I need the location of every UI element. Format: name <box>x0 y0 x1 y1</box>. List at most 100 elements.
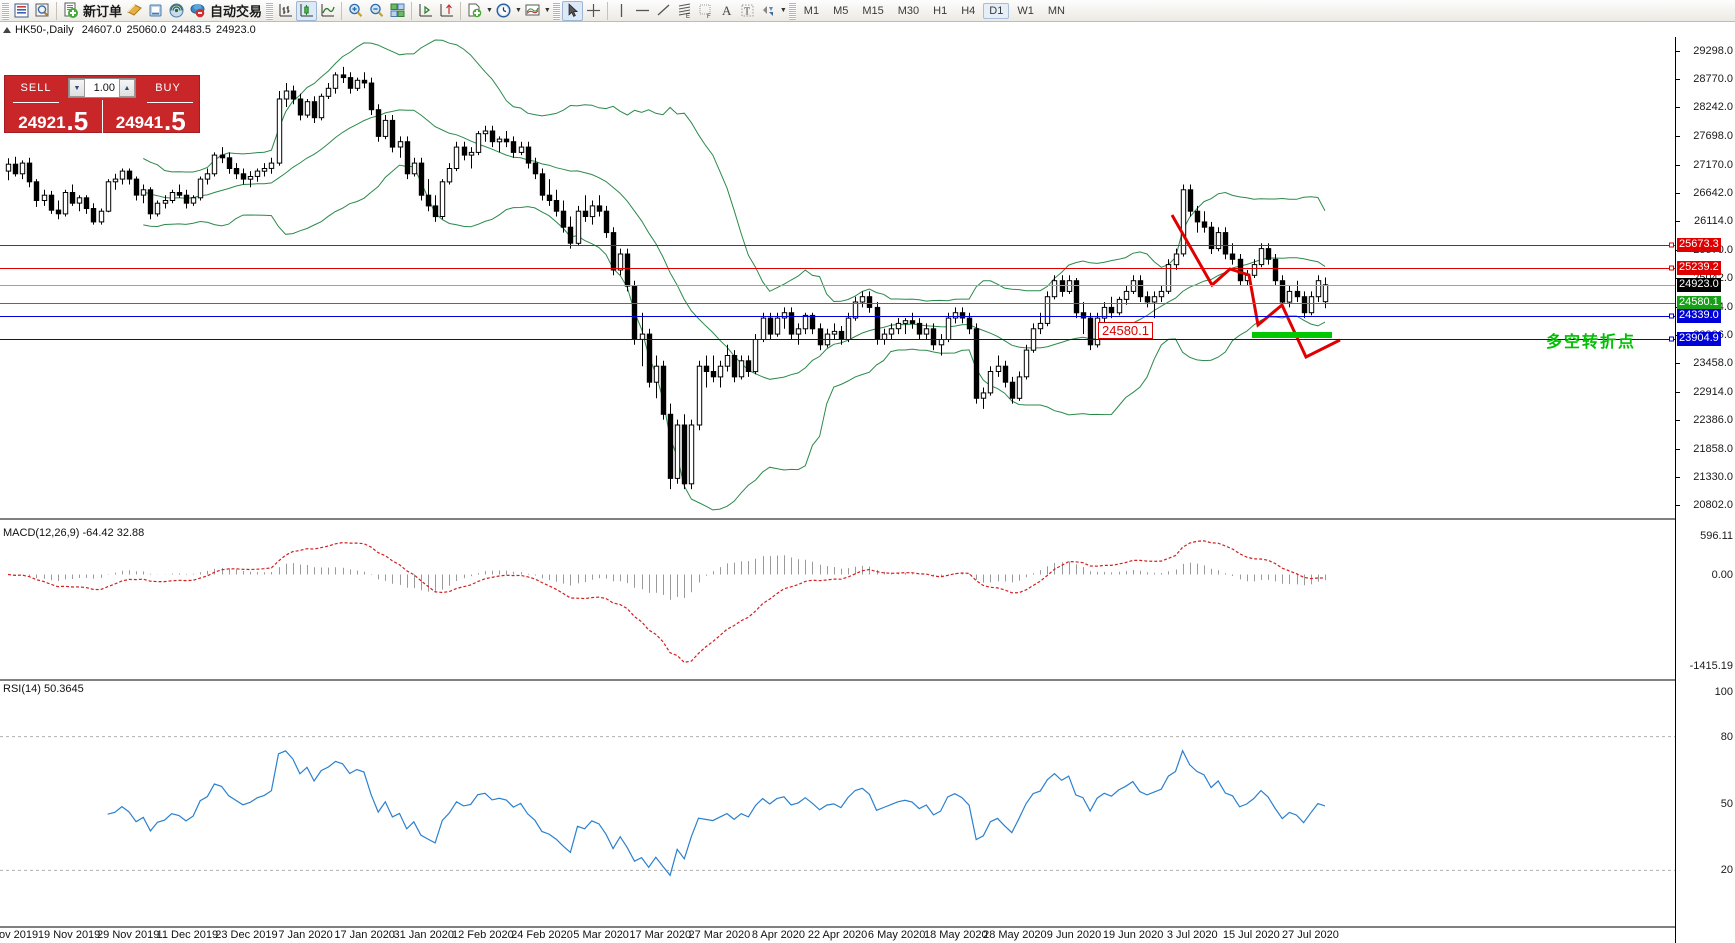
price-level-line-25673.3[interactable] <box>0 244 1675 246</box>
price-axis-tick <box>1676 192 1680 194</box>
timeframe-h1[interactable]: H1 <box>933 4 948 17</box>
timeframe-m15[interactable]: M15 <box>862 4 884 17</box>
price-level-line-24923[interactable] <box>0 284 1675 286</box>
crosshair-icon[interactable] <box>583 1 604 21</box>
strategy-tester-icon[interactable] <box>124 1 145 21</box>
price-tag-resistance[interactable]: 25673.3 <box>1677 237 1721 252</box>
price-tag-last-price[interactable]: 24923.0 <box>1677 277 1721 292</box>
toolbar-grip-2[interactable] <box>266 1 274 20</box>
zoom-out-icon[interactable] <box>366 1 387 21</box>
timeframe-h4[interactable]: H4 <box>961 4 976 17</box>
symbol-info-bar: HK50-,Daily 24607.0 25060.0 24483.5 2492… <box>0 23 256 37</box>
autotrading-label[interactable]: 自动交易 <box>210 4 263 19</box>
timeframe-m30[interactable]: M30 <box>897 4 920 17</box>
tile-windows-icon[interactable] <box>387 1 408 21</box>
text-label-icon[interactable]: T <box>737 1 758 21</box>
buy-button[interactable]: BUY <box>155 82 181 94</box>
indicators-dropdown-arrow[interactable]: ▼ <box>543 7 551 14</box>
templates-dropdown-arrow[interactable]: ▼ <box>486 7 493 14</box>
macd-axis-label: -1415.19 <box>1689 660 1733 673</box>
new-order-icon[interactable] <box>60 1 81 21</box>
trendline-icon[interactable] <box>653 1 674 21</box>
timeframe-group: M1 M5 M15 M30 H1 H4 D1 W1 MN <box>798 2 1071 19</box>
sell-button[interactable]: SELL <box>20 82 52 94</box>
bar-chart-icon[interactable] <box>275 1 296 21</box>
cursor-icon[interactable] <box>561 0 583 21</box>
price-axis-label: 26114.0 <box>1694 215 1733 228</box>
date-axis-label: 19 Jun 2020 <box>1102 929 1164 941</box>
sell-underline <box>13 102 59 103</box>
price-level-line-24339[interactable] <box>0 315 1675 317</box>
fibonacci-icon[interactable]: E <box>674 1 695 21</box>
zoom-in-icon[interactable] <box>345 1 366 21</box>
indicators-icon[interactable] <box>522 1 543 21</box>
timeframe-m1[interactable]: M1 <box>803 4 820 17</box>
timeframe-mn[interactable]: MN <box>1047 4 1065 17</box>
equidistant-channel-icon[interactable]: F <box>695 1 716 21</box>
macd-label: MACD(12,26,9) -64.42 32.88 <box>3 527 145 539</box>
sell-price-integer: 24921 <box>18 113 66 132</box>
text-icon[interactable]: A <box>716 1 737 21</box>
line-chart-icon[interactable] <box>317 1 338 21</box>
price-axis-label: 26642.0 <box>1693 186 1733 199</box>
price-tag-support[interactable]: 23904.9 <box>1677 332 1721 347</box>
volume-value[interactable]: 1.00 <box>93 82 115 94</box>
price-axis-label: 28770.0 <box>1693 73 1733 86</box>
timeframe-w1[interactable]: W1 <box>1017 4 1034 17</box>
timeframe-d1[interactable]: D1 <box>983 2 1010 19</box>
horizontal-line-icon[interactable] <box>632 1 653 21</box>
volume-increase-button[interactable]: ▲ <box>119 79 135 97</box>
price-level-handle[interactable] <box>1669 313 1674 319</box>
date-axis-label: 31 Jan 2020 <box>393 929 455 941</box>
volume-decrease-button[interactable]: ▼ <box>69 79 85 97</box>
date-axis-label: 22 Apr 2020 <box>807 929 868 941</box>
price-level-handle[interactable] <box>1669 336 1674 342</box>
price-level-line-25239.2[interactable] <box>0 267 1675 269</box>
new-order-label[interactable]: 新订单 <box>83 4 123 19</box>
toolbar-grip-4[interactable] <box>788 1 796 20</box>
price-tag-pivot[interactable]: 24580.1 <box>1677 296 1721 311</box>
buy-price-integer: 24941 <box>115 113 164 132</box>
rsi-axis-label: 80 <box>1720 730 1733 743</box>
toolbar-grip[interactable] <box>2 1 9 20</box>
data-window-icon[interactable] <box>32 1 53 21</box>
chart-annotation-text[interactable]: 多空转折点 <box>1546 334 1637 351</box>
price-level-line-24580.1[interactable] <box>0 303 1675 305</box>
period-icon[interactable] <box>493 1 514 21</box>
rsi-axis-label: 100 <box>1714 686 1733 698</box>
sell-price[interactable]: 24921 .5 <box>5 100 102 134</box>
price-tag-label[interactable]: 24580.1 <box>1098 322 1153 339</box>
market-watch-icon[interactable] <box>11 1 32 21</box>
toolbar-grip-3[interactable] <box>552 1 560 20</box>
price-axis[interactable]: 29298.0 28770.0 28242.0 27698.0 27170.0 26642… <box>1675 37 1735 943</box>
chart-canvas[interactable]: SELL ▼ 1.00 ▲ BUY 24921 .5 24941 .5 多空转折… <box>0 37 1735 943</box>
price-level-handle[interactable] <box>1669 242 1674 248</box>
price-level-handle[interactable] <box>1669 265 1674 271</box>
rsi-axis-label: 20 <box>1720 864 1733 877</box>
autotrading-icon[interactable] <box>187 1 208 21</box>
price-axis-tick <box>1676 476 1680 478</box>
signals-icon[interactable] <box>166 1 187 21</box>
rsi-label: RSI(14) 50.3645 <box>3 683 84 695</box>
price-level-line-23904.9[interactable] <box>0 339 1675 341</box>
buy-price[interactable]: 24941 .5 <box>103 100 200 134</box>
vertical-line-icon[interactable] <box>611 1 632 21</box>
date-axis-label: 29 Nov 2019 <box>97 929 160 941</box>
price-tag-resistance[interactable]: 25239.2 <box>1677 260 1721 275</box>
shift-end-icon[interactable] <box>415 1 436 21</box>
price-tag-support[interactable]: 24339.0 <box>1677 308 1721 323</box>
price-axis-tick <box>1676 221 1680 223</box>
templates-icon[interactable] <box>464 1 485 21</box>
expert-advisors-icon[interactable] <box>145 1 166 21</box>
shapes-icon[interactable] <box>758 1 779 21</box>
candlestick-chart-icon[interactable] <box>296 0 318 21</box>
shapes-dropdown-arrow[interactable]: ▼ <box>779 7 787 14</box>
period-dropdown-arrow[interactable]: ▼ <box>514 7 522 14</box>
collapse-triangle-icon[interactable] <box>3 27 11 33</box>
auto-scroll-icon[interactable] <box>436 1 457 21</box>
volume-stepper[interactable]: ▼ 1.00 ▲ <box>68 78 136 98</box>
one-click-trading-panel[interactable]: SELL ▼ 1.00 ▲ BUY 24921 .5 24941 .5 <box>4 75 200 134</box>
timeframe-m5[interactable]: M5 <box>833 4 849 17</box>
date-axis-label: 24 Feb 2020 <box>511 929 573 941</box>
